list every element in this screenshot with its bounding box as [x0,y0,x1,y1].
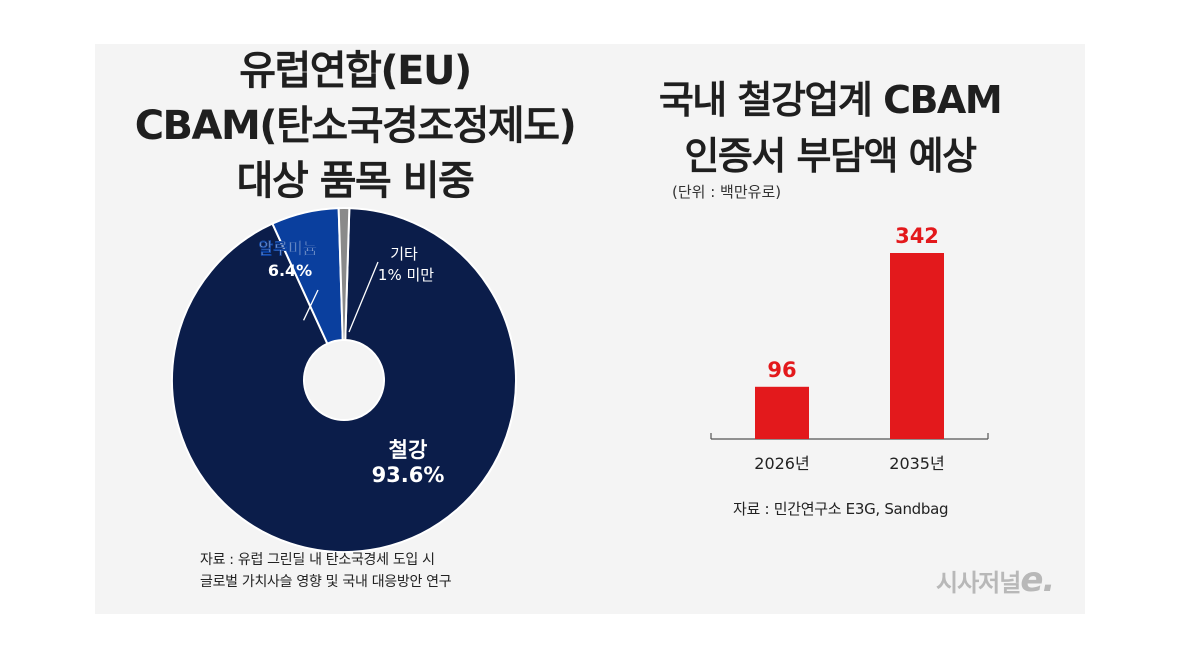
donut-slice-0 [171,207,517,553]
bar-1 [890,253,944,439]
bar-category-label-1: 2035년 [889,454,944,473]
donut-title-line-3: 대상 품목 비중 [236,158,475,204]
bar-category-label-0: 2026년 [754,454,809,473]
bar-value-label-0: 96 [767,358,796,382]
publisher-logo: 시사저널e. [936,560,1055,600]
bar-chart-unit: (단위 : 백만유로) [672,183,782,201]
aluminum-label: 알루미늄 [259,239,318,258]
bar-title-line-1: 국내 철강업계 CBAM [658,78,1003,122]
bottom-strip [0,650,1179,671]
donut-source-line-2: 글로벌 가치사슬 영향 및 국내 대응방안 연구 [200,574,452,590]
steel-label: 철강 [389,438,428,462]
aluminum-leader [302,289,319,321]
bar-value-label-1: 342 [895,224,939,248]
logo-text: 시사저널 [936,569,1021,597]
bar-chart-title: 국내 철강업계 CBAM 인증서 부담액 예상 [610,72,1050,184]
bar-title-line-2: 인증서 부담액 예상 [684,134,977,178]
other-label: 기타 [390,245,418,263]
donut-source: 자료 : 유럽 그린딜 내 탄소국경세 도입 시 글로벌 가치사슬 영향 및 국… [200,549,452,593]
aluminum-value: 6.4% [268,261,312,280]
steel-value: 93.6% [372,463,445,487]
donut-slice-2 [337,206,351,342]
donut-title-line-2: CBAM(탄소국경조정제도) [134,103,577,149]
logo-mark: e. [1020,560,1055,600]
bar-source: 자료 : 민간연구소 E3G, Sandbag [733,500,949,518]
other-value: 1% 미만 [378,266,434,284]
donut-source-line-1: 자료 : 유럽 그린딜 내 탄소국경세 도입 시 [200,552,435,568]
bar-0 [755,386,809,439]
other-leader [348,261,379,333]
donut-title-line-1: 유럽연합(EU) [239,48,472,94]
donut-chart-title: 유럽연합(EU) CBAM(탄소국경조정제도) 대상 품목 비중 [105,44,605,209]
